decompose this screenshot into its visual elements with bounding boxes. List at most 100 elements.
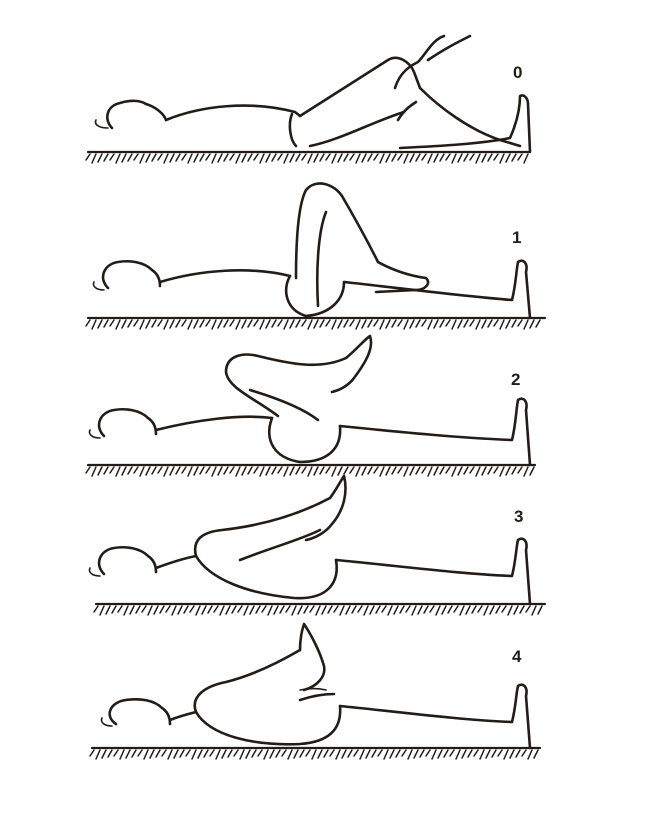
floor-hatch-mark (319, 466, 325, 475)
floor-hatch-mark (221, 749, 227, 759)
floor-hatch-mark (365, 749, 371, 759)
floor-hatch-mark (115, 319, 121, 330)
floor-hatch-mark (499, 466, 505, 477)
floor-hatch-mark (281, 749, 287, 757)
floor-hatch-mark (137, 749, 143, 757)
head (106, 99, 168, 130)
floor-hatching (93, 605, 543, 616)
floor-hatch-mark (331, 319, 337, 330)
floor-hatch-mark (109, 466, 115, 474)
floor-hatch-mark (349, 466, 355, 474)
floor-hatch-mark (117, 605, 123, 613)
floor-hatch-mark (199, 319, 205, 328)
floor-hatch-mark (397, 466, 403, 474)
floor-hatch-mark (491, 749, 497, 758)
floor-hatch-mark (287, 749, 293, 760)
floor-hatch-mark (499, 153, 505, 164)
floor-hatch-mark (331, 466, 337, 477)
floor-hatch-mark (185, 749, 191, 757)
floor-hatch-mark (229, 466, 235, 474)
floor-hatch-mark (337, 319, 343, 329)
floor-hatch-mark (121, 319, 127, 329)
floor-hatch-mark (405, 605, 411, 613)
floor-hatch-mark (421, 153, 427, 161)
floor-hatch-mark (463, 466, 469, 475)
floor-hatch-mark (487, 153, 493, 162)
floor-hatch-mark (205, 319, 211, 327)
floor-hatch-mark (95, 749, 101, 760)
floor-hatch-mark (449, 749, 455, 757)
floor-hatch-mark (223, 319, 229, 328)
floor-hatch-mark (529, 466, 535, 476)
floor-hatch-mark (457, 466, 463, 476)
floor-hatch-mark (479, 749, 485, 760)
floor-hatch-mark (427, 466, 433, 477)
floor-hatch-mark (477, 605, 483, 613)
floor-hatch-mark (105, 605, 111, 615)
knee-fold (299, 687, 327, 691)
floor-hatch-mark (157, 319, 163, 327)
floor-hatch-mark (197, 749, 203, 759)
stage-number-0: 0 (513, 63, 522, 82)
floor-hatch-mark (169, 153, 175, 163)
floor-hatch-mark (259, 319, 265, 330)
floor-hatch-mark (259, 153, 265, 164)
floor-hatch-mark (247, 466, 253, 475)
floor-hatch-mark (359, 749, 365, 760)
floor-hatch-mark (265, 153, 271, 163)
floor-hatch-mark (167, 749, 173, 760)
floor-hatch-mark (115, 153, 121, 164)
floor-hatch-mark (217, 319, 223, 329)
floor-hatch-mark (233, 749, 239, 757)
floor-hatch-mark (395, 749, 401, 758)
floor-hatch-mark (493, 153, 499, 161)
floor-hatch-mark (455, 749, 461, 760)
floor-hatch-mark (141, 605, 147, 613)
torso (168, 710, 198, 722)
floor-hatch-mark (391, 466, 397, 475)
floor-hatch-mark (305, 749, 311, 757)
floor-hatch-mark (211, 466, 217, 477)
thigh (294, 182, 380, 280)
floor-hatch-mark (229, 319, 235, 327)
floor-hatch-mark (297, 605, 303, 615)
floor-hatch-mark (173, 749, 179, 759)
floor-hatch-mark (475, 319, 481, 330)
floor-hatch-mark (431, 749, 437, 760)
floor-hatch-mark (337, 153, 343, 163)
floor-hatch-mark (263, 749, 269, 760)
floor-hatch-mark (135, 605, 141, 614)
floor-hatch-mark (245, 749, 251, 759)
floor-hatch-mark (433, 153, 439, 163)
torso (158, 269, 292, 284)
floor-hatch-mark (517, 153, 523, 161)
face (92, 281, 105, 291)
floor-hatch-mark (385, 153, 391, 163)
floor-hatch-mark (535, 319, 541, 328)
floor-hatch-mark (427, 319, 433, 330)
floor-hatch-mark (231, 605, 237, 614)
floor-hatch-mark (437, 749, 443, 759)
floor-hatch-mark (125, 749, 131, 759)
floor-hatch-mark (325, 466, 331, 474)
floor-hatch-mark (459, 605, 465, 616)
floor-hatch-mark (97, 153, 103, 163)
floor-hatch-mark (273, 605, 279, 615)
floor-hatch-mark (447, 605, 453, 614)
floor-hatch-mark (139, 466, 145, 477)
thigh-inner (315, 210, 328, 308)
floor-hatch-mark (143, 749, 149, 760)
floor-hatch-mark (179, 749, 185, 758)
floor-hatch-mark (163, 319, 169, 330)
floor-hatch-mark (217, 466, 223, 476)
floor-hatch-mark (407, 749, 413, 760)
floor-hatch-mark (505, 319, 511, 329)
hip (288, 112, 298, 148)
floor-hatch-mark (333, 605, 339, 613)
floor-hatch-mark (157, 153, 163, 161)
floor-hatch-mark (473, 749, 479, 757)
assist-hand-lower (396, 100, 418, 122)
floor-hatch-mark (159, 605, 165, 614)
floor-hatch-mark (151, 153, 157, 162)
floor-hatch-mark (253, 466, 259, 474)
